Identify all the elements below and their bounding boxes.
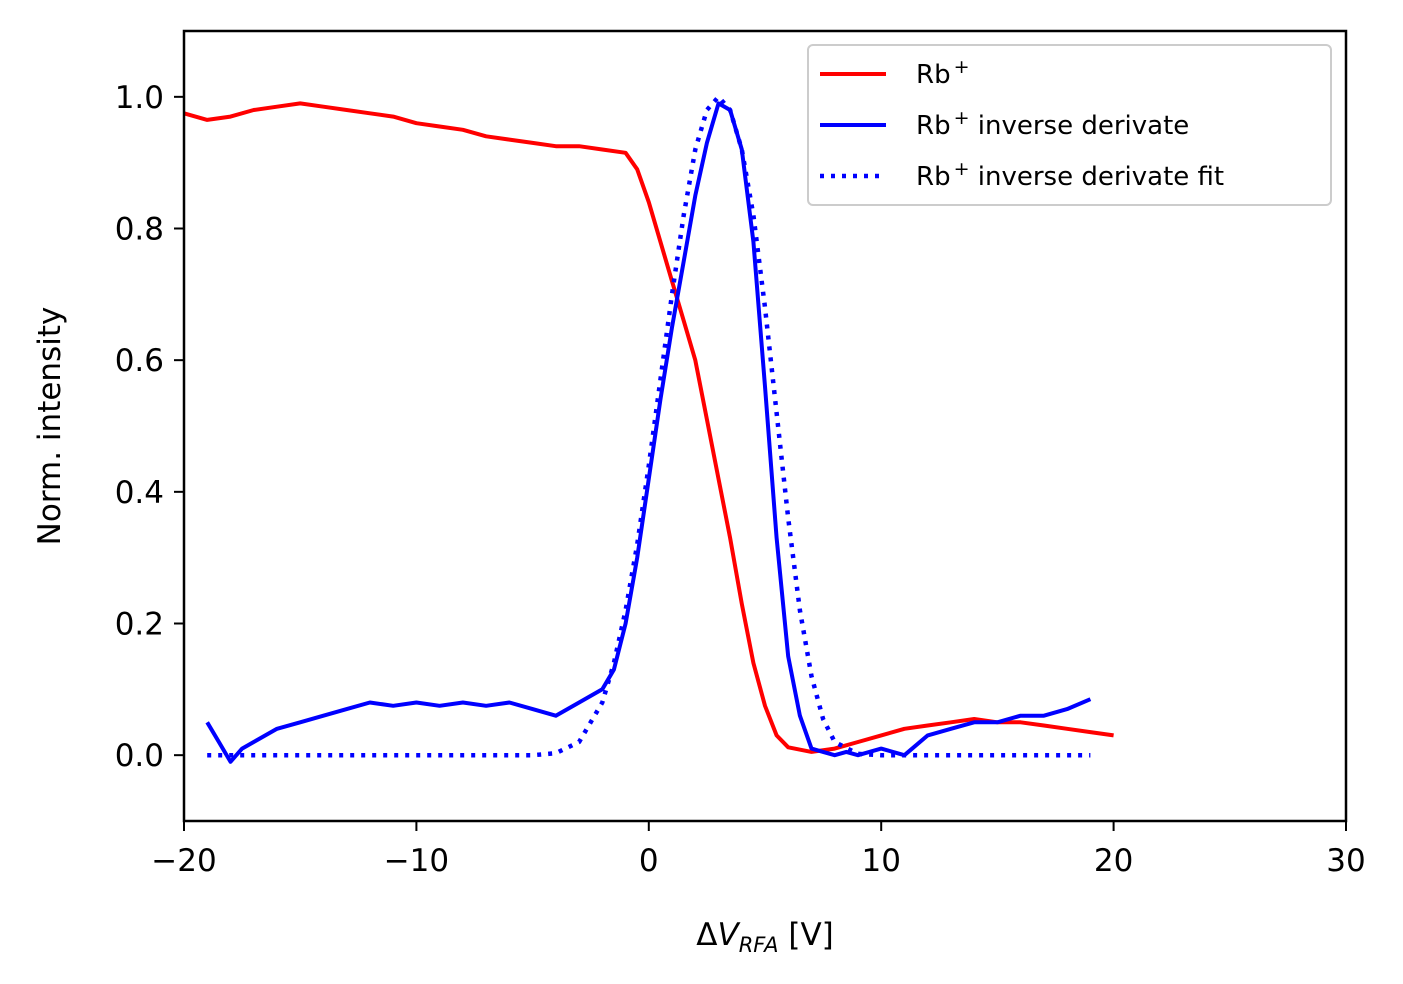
legend-label: Rb + inverse derivate <box>916 107 1189 141</box>
x-tick-label: 0 <box>639 843 659 879</box>
x-tick-label: −20 <box>151 843 216 879</box>
x-tick-label: 30 <box>1326 843 1365 879</box>
y-axis-label: Norm. intensity <box>32 307 68 546</box>
x-axis: −20 −10 0 10 20 30 <box>151 821 1366 879</box>
x-tick-label: 20 <box>1094 843 1133 879</box>
x-tick-label: 10 <box>861 843 900 879</box>
x-tick-label: −10 <box>384 843 449 879</box>
y-tick-label: 0.0 <box>115 738 164 774</box>
y-tick-label: 0.8 <box>115 212 164 248</box>
y-axis: 0.0 0.2 0.4 0.6 0.8 1.0 <box>115 80 184 774</box>
plot-area <box>183 94 1114 764</box>
legend-box <box>807 44 1332 206</box>
legend-label: Rb + inverse derivate fit <box>916 158 1224 192</box>
y-tick-label: 1.0 <box>115 80 164 116</box>
legend-label: Rb + <box>916 56 970 90</box>
legend: Rb + Rb + inverse derivate Rb + inverse deriv… <box>807 44 1332 206</box>
y-tick-label: 0.6 <box>115 343 164 379</box>
y-tick-label: 0.4 <box>115 475 164 511</box>
y-tick-label: 0.2 <box>115 607 164 643</box>
series-line-2 <box>205 101 1092 764</box>
axes-frame <box>182 29 1348 823</box>
x-axis-label: ΔVRFA [V] <box>696 917 834 957</box>
